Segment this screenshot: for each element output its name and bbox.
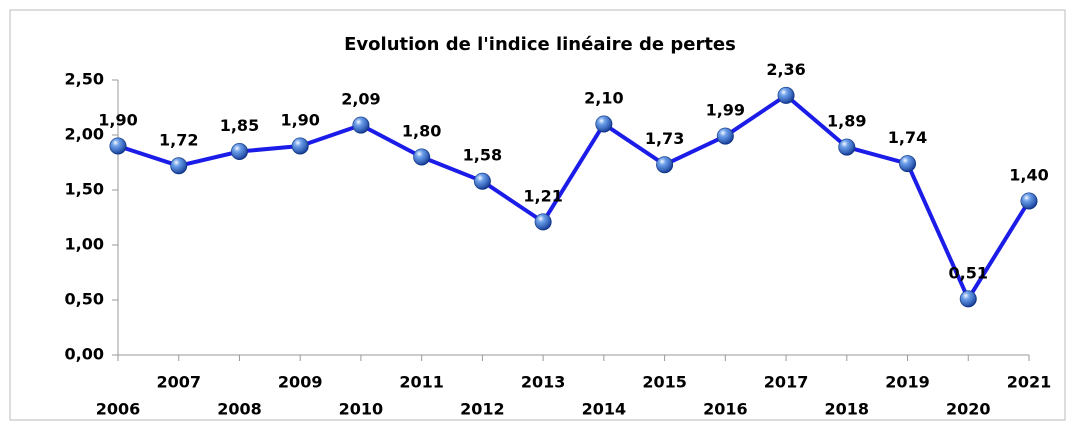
data-label: 1,58 <box>463 146 502 165</box>
y-tick-label: 2,00 <box>65 125 104 144</box>
x-tick-label: 2014 <box>582 400 627 419</box>
marker-shine <box>656 156 673 173</box>
data-label: 1,90 <box>98 111 137 130</box>
data-label: 0,51 <box>949 263 988 282</box>
marker-shine <box>960 290 977 307</box>
data-label: 1,74 <box>888 128 927 147</box>
x-tick-label: 2007 <box>156 373 201 392</box>
data-label: 1,89 <box>827 112 866 131</box>
x-tick-label: 2010 <box>339 400 384 419</box>
marker-shine <box>110 138 126 154</box>
x-tick-label: 2018 <box>825 400 870 419</box>
y-tick-label: 0,00 <box>65 345 104 364</box>
marker-shine <box>352 117 369 134</box>
x-tick-label: 2008 <box>217 400 262 419</box>
y-tick-label: 2,50 <box>65 70 104 89</box>
x-tick-label: 2015 <box>642 373 687 392</box>
x-tick-label: 2011 <box>399 373 444 392</box>
x-tick-label: 2012 <box>460 400 505 419</box>
marker-shine <box>292 138 309 154</box>
marker-shine <box>170 157 187 174</box>
data-label: 1,72 <box>159 130 198 149</box>
data-label: 2,36 <box>766 60 805 79</box>
y-tick-label: 1,50 <box>65 180 104 199</box>
marker-shine <box>838 139 855 156</box>
marker-shine <box>1021 193 1037 209</box>
x-tick-label: 2013 <box>521 373 566 392</box>
data-label: 1,21 <box>523 186 562 205</box>
data-label: 1,85 <box>220 116 259 135</box>
data-label: 1,73 <box>645 129 684 148</box>
data-label: 2,10 <box>584 89 623 108</box>
chart-title: Evolution de l'indice linéaire de pertes <box>344 34 736 55</box>
x-tick-label: 2016 <box>703 400 748 419</box>
y-tick-label: 1,00 <box>65 235 104 254</box>
y-tick-label: 0,50 <box>65 290 104 309</box>
x-tick-label: 2021 <box>1007 373 1052 392</box>
data-label: 1,99 <box>706 101 745 120</box>
marker-shine <box>717 128 734 145</box>
marker-shine <box>899 155 916 172</box>
chart-frame <box>9 9 1066 421</box>
series-line <box>117 93 1031 301</box>
marker-shine <box>595 116 612 132</box>
marker-shine <box>474 173 491 190</box>
x-tick-label: 2020 <box>946 400 991 419</box>
marker-shine <box>413 149 430 165</box>
marker-shine <box>778 87 795 104</box>
x-tick-label: 2019 <box>885 373 930 392</box>
x-tick-label: 2009 <box>278 373 323 392</box>
data-label: 1,40 <box>1009 166 1048 185</box>
marker-shine <box>231 143 248 160</box>
data-label: 1,80 <box>402 122 441 141</box>
marker-shine <box>535 213 552 230</box>
data-label: 1,90 <box>280 111 319 130</box>
x-tick-label: 2017 <box>764 373 809 392</box>
data-label: 2,09 <box>341 90 380 109</box>
x-tick-label: 2006 <box>96 400 141 419</box>
